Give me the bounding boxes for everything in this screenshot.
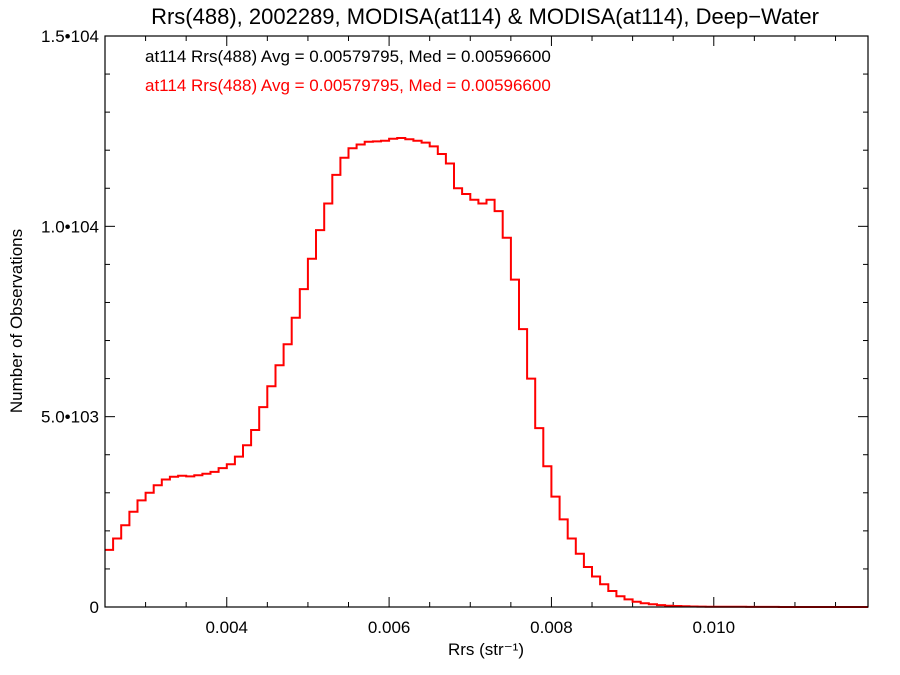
x-tick-label: 0.010 bbox=[693, 618, 736, 637]
y-tick-label: 0 bbox=[90, 598, 99, 617]
stats-annotation-red: at114 Rrs(488) Avg = 0.00579795, Med = 0… bbox=[145, 76, 551, 95]
x-tick-label: 0.006 bbox=[368, 618, 411, 637]
plot-frame bbox=[104, 35, 869, 608]
x-tick-label: 0.008 bbox=[530, 618, 573, 637]
y-axis-label: Number of Observations bbox=[7, 229, 26, 413]
y-tick-label: 1.5•104 bbox=[41, 27, 99, 46]
chart-title: Rrs(488), 2002289, MODISA(at114) & MODIS… bbox=[151, 4, 819, 29]
y-tick-label: 1.0•104 bbox=[41, 217, 99, 236]
x-tick-label: 0.004 bbox=[205, 618, 248, 637]
x-axis-label: Rrs (str⁻¹) bbox=[448, 640, 524, 659]
x-axis-ticks: 0.004 0.006 0.008 0.010 bbox=[104, 36, 837, 637]
histogram-series-line bbox=[105, 137, 868, 608]
y-axis-ticks: 0 5.0•103 1.0•104 1.5•104 bbox=[41, 27, 868, 617]
stats-annotation-black: at114 Rrs(488) Avg = 0.00579795, Med = 0… bbox=[145, 47, 551, 66]
y-tick-label: 5.0•103 bbox=[41, 408, 99, 427]
